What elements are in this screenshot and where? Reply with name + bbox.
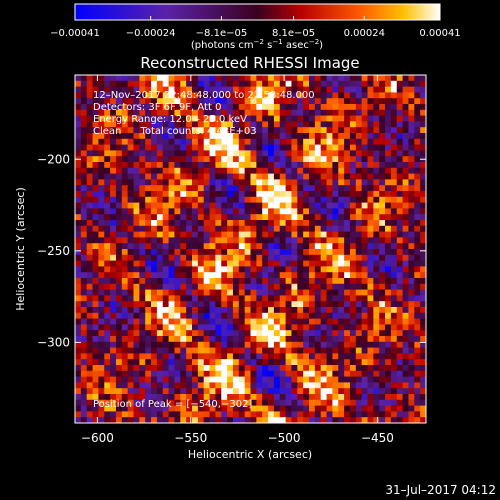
info-line-counts: Clean Total counts: 4.43E+03 bbox=[93, 126, 257, 137]
colorbar-tick-label: −8.1e−05 bbox=[196, 28, 248, 39]
timestamp: 31–Jul–2017 04:12 bbox=[385, 483, 496, 497]
x-tick-label: −500 bbox=[268, 431, 301, 445]
colorbar-tick-label: 0.00024 bbox=[344, 28, 385, 39]
info-text-block: 12–Nov–2017 22:48:48.000 to 22:58:48.000… bbox=[93, 90, 315, 137]
colorbar-tick-label: 8.1e−05 bbox=[272, 28, 315, 39]
plot-frame bbox=[74, 74, 427, 424]
x-axis-title: Heliocentric X (arcsec) bbox=[188, 448, 312, 461]
colorbar-unit-label: (photons cm−2 s−1 asec−2) bbox=[191, 38, 323, 51]
info-line-energy: Energy Range: 12.0 – 25.0 keV bbox=[93, 114, 247, 125]
info-line-time-range: 12–Nov–2017 22:48:48.000 to 22:58:48.000 bbox=[93, 90, 315, 101]
colorbar-ticks bbox=[74, 16, 441, 20]
y-tick-label: −250 bbox=[37, 244, 70, 258]
x-tick-label: −450 bbox=[361, 431, 394, 445]
info-line-detectors: Detectors: 3F 6F 9F, Att 0 bbox=[93, 102, 221, 113]
colorbar: −0.00041 −0.00024 −8.1e−05 8.1e−05 0.00024 0.… bbox=[50, 3, 461, 51]
colorbar-gradient bbox=[74, 3, 441, 21]
colorbar-tick-labels: −0.00041 −0.00024 −8.1e−05 8.1e−05 0.00024 0.… bbox=[50, 28, 461, 39]
colorbar-tick-label: −0.00041 bbox=[50, 28, 100, 39]
colorbar-tick-label: −0.00024 bbox=[126, 28, 176, 39]
x-axis-ticks: −600 −550 −500 −450 bbox=[81, 75, 394, 445]
chart-title: Reconstructed RHESSI Image bbox=[140, 54, 359, 72]
peak-position-label: Position of Peak = [−540,−302] bbox=[93, 399, 252, 410]
heatmap-image bbox=[75, 75, 427, 424]
x-tick-label: −600 bbox=[81, 431, 114, 445]
colorbar-tick-label: 0.00041 bbox=[419, 28, 460, 39]
x-tick-label: −550 bbox=[174, 431, 207, 445]
y-axis-ticks: −200 −250 −300 bbox=[37, 152, 426, 349]
plot-area: −600 −550 −500 −450 −200 −250 −300 bbox=[37, 74, 427, 445]
y-tick-label: −200 bbox=[37, 152, 70, 166]
y-tick-label: −300 bbox=[37, 335, 70, 349]
y-axis-title: Heliocentric Y (arcsec) bbox=[14, 187, 27, 311]
